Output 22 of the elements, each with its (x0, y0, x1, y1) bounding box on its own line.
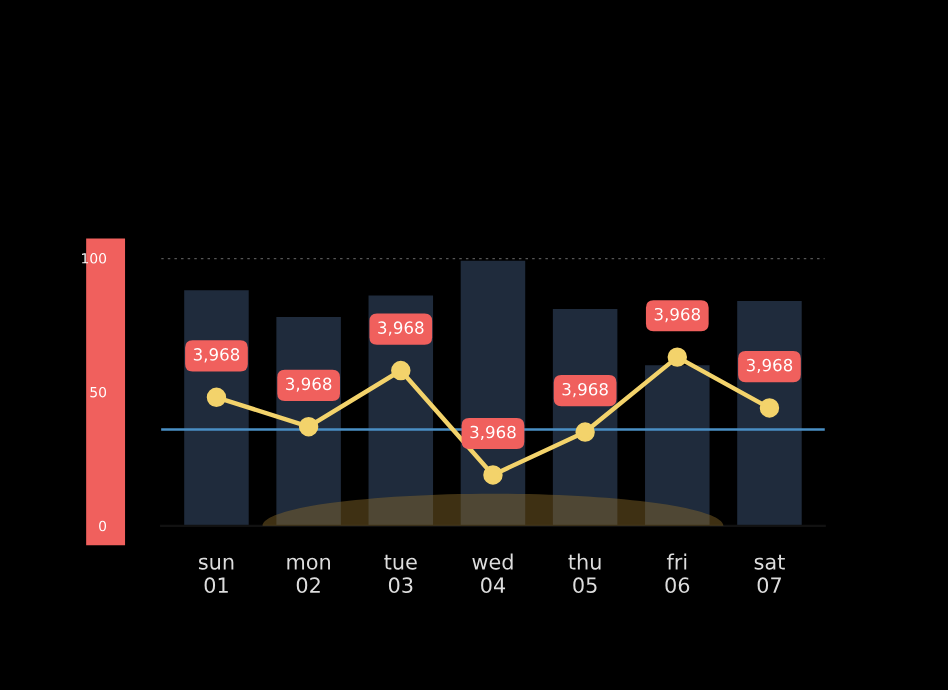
x-tick-label: fri 06 (665, 553, 690, 594)
bar (645, 365, 710, 526)
x-tick-label: thu 05 (568, 553, 601, 594)
annotation: 3,968 (378, 321, 424, 336)
annotation: 3,968 (286, 377, 332, 392)
x-tick-label: mon 02 (287, 557, 330, 594)
annotation: 3,968 (562, 382, 608, 398)
x-tick-label: sun 01 (198, 557, 234, 594)
point (298, 417, 319, 437)
point (575, 422, 595, 442)
x-tick-label: wed 04 (472, 553, 513, 594)
annotation: 3,968 (654, 307, 701, 323)
annotation: 3,968 (746, 358, 793, 374)
x-tick-label: sat 07 (754, 554, 785, 594)
annotation: 3,968 (193, 348, 240, 363)
point (483, 465, 503, 485)
annotation: 3,968 (470, 425, 516, 441)
point (206, 387, 227, 407)
point (759, 398, 780, 418)
point (391, 360, 411, 381)
point (667, 347, 688, 367)
x-tick-label: tue 03 (384, 554, 417, 594)
